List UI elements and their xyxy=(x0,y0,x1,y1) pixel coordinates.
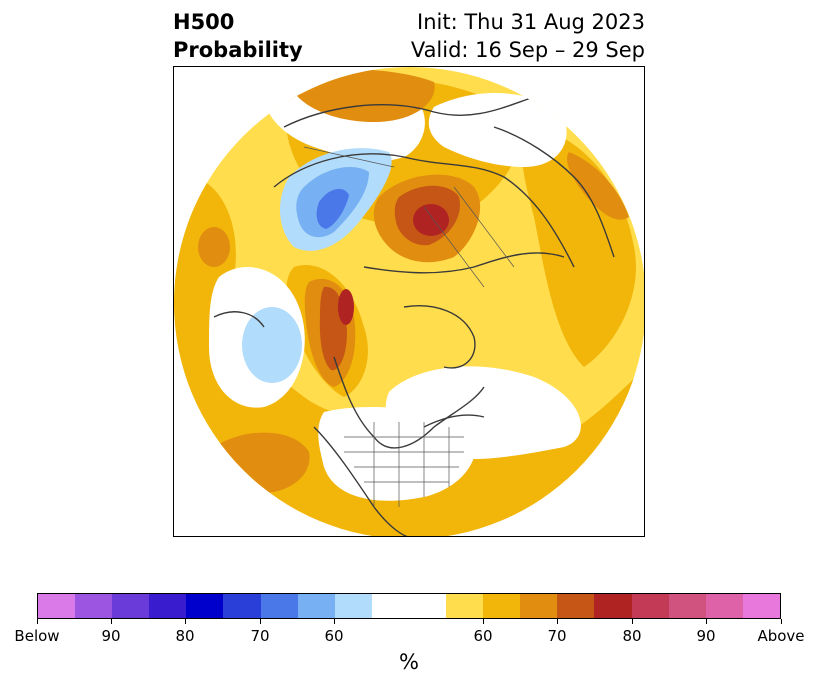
colorbar-tick-label: 90 xyxy=(101,627,121,645)
colorbar-segment xyxy=(75,594,113,618)
colorbar-segment xyxy=(557,594,595,618)
map-title-right: Init: Thu 31 Aug 2023 Valid: 16 Sep – 29… xyxy=(411,8,645,64)
colorbar-tick xyxy=(557,619,558,624)
colorbar-unit-label: % xyxy=(399,650,419,674)
colorbar-tick xyxy=(706,619,707,624)
colorbar-tick xyxy=(37,619,38,624)
colorbar-tick xyxy=(781,619,782,624)
above-normal-70-region xyxy=(567,152,629,220)
colorbar-segment xyxy=(334,594,372,618)
colorbar-tick-label: Below xyxy=(14,627,60,645)
colorbar-tick-label: Above xyxy=(757,627,805,645)
colorbar-tick-label: 70 xyxy=(250,627,270,645)
above-normal-70-region xyxy=(294,69,435,122)
colorbar-segment xyxy=(186,594,224,618)
colorbar-segment xyxy=(742,594,780,618)
colorbar-tick-label: 90 xyxy=(696,627,716,645)
title-init-date: Init: Thu 31 Aug 2023 xyxy=(417,10,645,34)
above-normal-80-region xyxy=(338,289,354,325)
colorbar-segment xyxy=(668,594,706,618)
colorbar-segment xyxy=(223,594,261,618)
colorbar-tick xyxy=(185,619,186,624)
colorbar-segment xyxy=(38,594,76,618)
title-valid-range: Valid: 16 Sep – 29 Sep xyxy=(410,38,645,62)
coastlines xyxy=(213,96,615,536)
colorbar-tick-label: 80 xyxy=(175,627,195,645)
political-borders xyxy=(303,146,515,507)
title-variable: H500 xyxy=(173,10,235,34)
colorbar-tick-label: 60 xyxy=(324,627,344,645)
colorbar-tick xyxy=(334,619,335,624)
colorbar-tick xyxy=(632,619,633,624)
colorbar-segment xyxy=(631,594,669,618)
colorbar-segment xyxy=(705,594,743,618)
above-normal-70-region xyxy=(198,227,230,267)
colorbar-segment xyxy=(260,594,298,618)
below-normal-70-region xyxy=(316,188,349,229)
colorbar-tick-label: 70 xyxy=(547,627,567,645)
polar-stereographic-map xyxy=(173,66,645,537)
colorbar-segment xyxy=(408,594,447,618)
map-title-left: H500 Probability xyxy=(173,8,303,64)
title-product: Probability xyxy=(173,38,303,62)
colorbar-segment xyxy=(483,594,521,618)
colorbar-tick xyxy=(483,619,484,624)
colorbar-segment xyxy=(297,594,335,618)
colorbar-tick-label: 60 xyxy=(473,627,493,645)
colorbar-segment xyxy=(371,594,409,618)
colorbar-segment xyxy=(112,594,150,618)
colorbar-segment xyxy=(149,594,187,618)
map-canvas xyxy=(174,67,644,536)
below-normal-60-region xyxy=(242,307,302,383)
colorbar-tick-label: 80 xyxy=(622,627,642,645)
probability-colorbar xyxy=(37,593,781,619)
colorbar-tick xyxy=(260,619,261,624)
above-normal-80-region xyxy=(413,204,449,236)
colorbar-segment xyxy=(520,594,558,618)
colorbar-tick xyxy=(111,619,112,624)
near-normal-region xyxy=(318,407,477,501)
colorbar-segment xyxy=(446,594,484,618)
colorbar-segment xyxy=(594,594,632,618)
near-normal-region xyxy=(428,93,567,167)
